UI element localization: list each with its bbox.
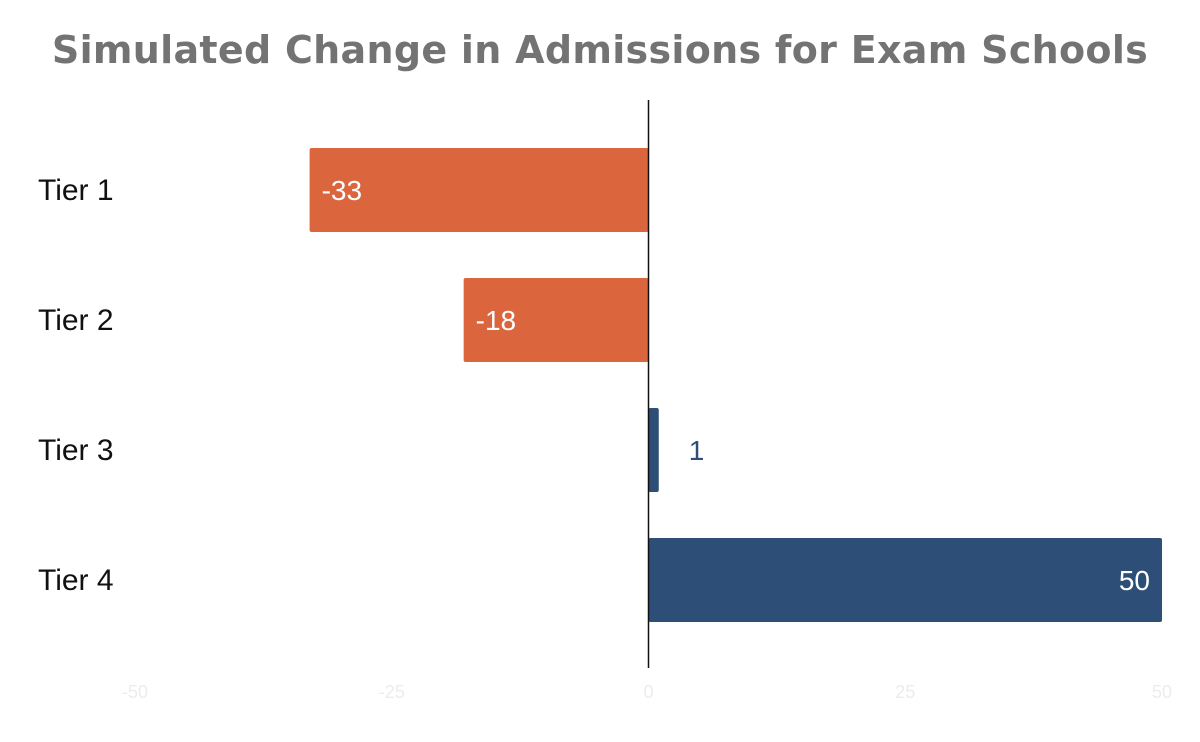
bar-value-label-tier-1: -33 [322,175,362,206]
x-tick-label: -25 [379,682,405,702]
category-labels: Tier 1 Tier 2 Tier 3 Tier 4 [38,174,114,597]
x-tick-label: 25 [895,682,915,702]
bar-value-labels: -33 -18 1 50 [322,175,1150,596]
category-label-tier-3: Tier 3 [38,434,114,467]
x-tick-labels: -50 -25 0 25 50 [122,682,1172,702]
bar-tier-1 [309,148,649,232]
x-tick-label: 0 [643,682,653,702]
category-label-tier-2: Tier 2 [38,304,114,337]
bar-value-label-tier-3: 1 [689,435,705,466]
chart-title: Simulated Change in Admissions for Exam … [51,28,1149,72]
bar-tier-2 [463,278,649,362]
bar-value-label-tier-4: 50 [1119,565,1150,596]
x-tick-label: -50 [122,682,148,702]
category-label-tier-4: Tier 4 [38,564,114,597]
bar-tier-3 [648,408,659,492]
bar-value-label-tier-2: -18 [476,305,516,336]
bar-tier-4 [648,538,1162,622]
x-tick-label: 50 [1152,682,1172,702]
category-label-tier-1: Tier 1 [38,174,114,207]
bars-group [309,148,1162,622]
